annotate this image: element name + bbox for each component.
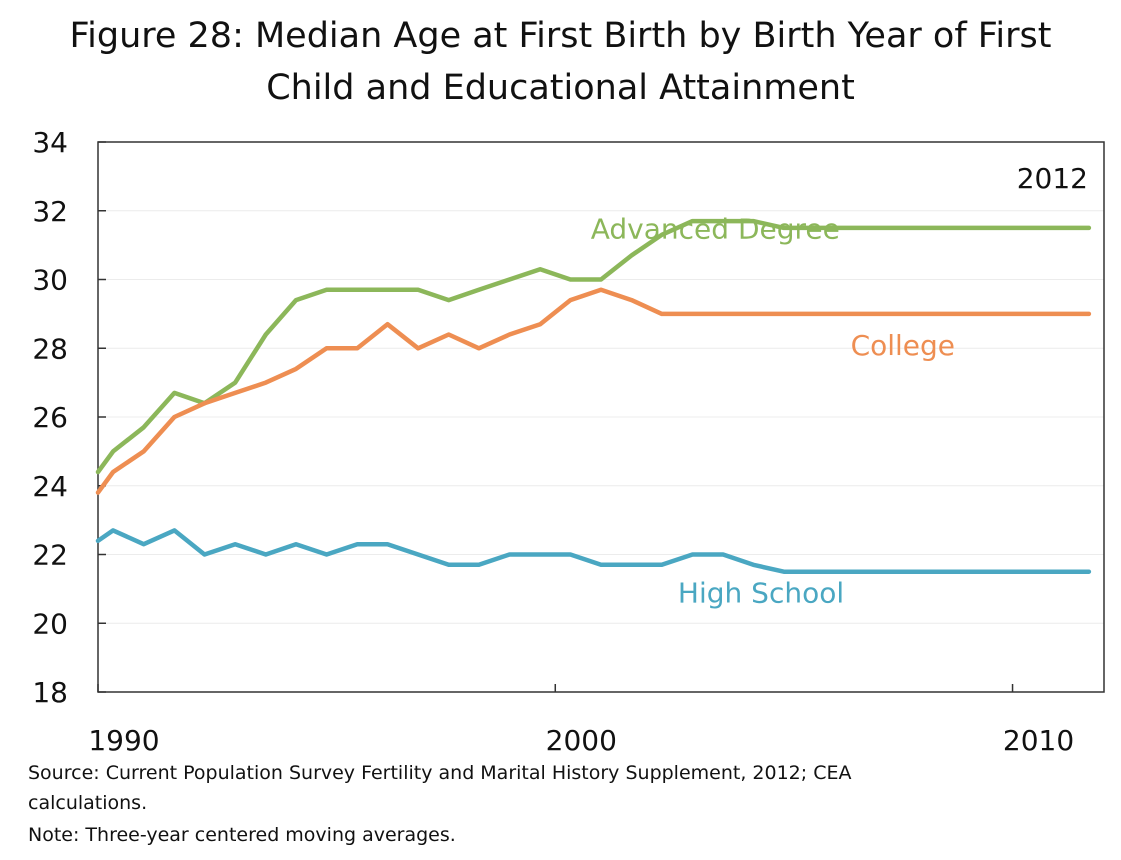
- y-tick-label-34: 34: [32, 126, 68, 159]
- series-line-college: [95, 287, 1092, 495]
- y-tick-label-30: 30: [32, 264, 68, 297]
- series-line-high-school: [95, 528, 1092, 574]
- series-group: [95, 218, 1092, 574]
- y-tick-label-18: 18: [32, 676, 68, 709]
- x-tick-label-2000: 2000: [546, 724, 617, 757]
- year-annotation: 2012: [1017, 162, 1088, 195]
- source-note: Source: Current Population Survey Fertil…: [28, 762, 852, 784]
- chart-title-line-1: Figure 28: Median Age at First Birth by …: [69, 16, 1052, 56]
- chart-title: Figure 28: Median Age at First Birth by …: [0, 10, 1121, 114]
- y-tick-label-22: 22: [32, 539, 68, 572]
- y-tick-label-26: 26: [32, 401, 68, 434]
- series-labels: Advanced Degree College High School: [591, 212, 955, 609]
- y-tick-label-28: 28: [32, 332, 68, 365]
- y-tick-label-32: 32: [32, 195, 68, 228]
- series-label-college: College: [851, 329, 955, 362]
- y-tick-label-20: 20: [32, 607, 68, 640]
- x-tick-label-2010: 2010: [1003, 724, 1074, 757]
- x-axis: 1990 2000 2010: [88, 684, 1074, 757]
- source-note-continued: calculations.: [28, 792, 148, 814]
- series-label-high-school: High School: [678, 577, 844, 610]
- y-axis: 18 20 22 24 26 28 30 32 34: [32, 126, 106, 709]
- series-label-advanced-degree: Advanced Degree: [591, 212, 840, 245]
- methodology-note: Note: Three-year centered moving average…: [28, 824, 456, 846]
- chart-title-line-2: Child and Educational Attainment: [266, 68, 855, 108]
- series-line-advanced-degree: [95, 218, 1092, 475]
- x-tick-label-1990: 1990: [88, 724, 159, 757]
- y-tick-label-24: 24: [32, 470, 68, 503]
